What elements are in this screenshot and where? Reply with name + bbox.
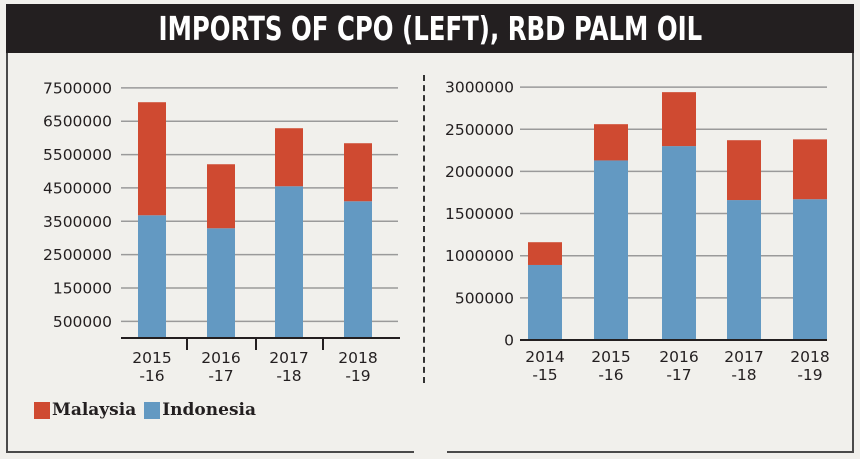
y-tick-label: 7500000 — [43, 79, 112, 97]
bar-indonesia — [138, 215, 166, 338]
x-tick-label: 2017 — [724, 348, 763, 366]
bar-malaysia — [344, 143, 372, 202]
frame-border-bottom-right — [447, 451, 854, 453]
bar-malaysia — [727, 140, 761, 201]
y-tick-label: 2000000 — [445, 163, 514, 181]
y-tick-label: 5500000 — [43, 146, 112, 164]
legend-item-malaysia: Malaysia — [34, 400, 136, 420]
x-tick-label: -16 — [598, 366, 623, 384]
bar-malaysia — [138, 102, 166, 216]
x-tick-label: -19 — [797, 366, 822, 384]
x-tick-label: 2017 — [269, 349, 308, 367]
y-tick-label: 2500000 — [445, 121, 514, 139]
title-bar: IMPORTS OF CPO (LEFT), RBD PALM OIL — [6, 4, 854, 53]
x-tick-label: 2018 — [338, 349, 377, 367]
bar-malaysia — [528, 242, 562, 265]
y-tick-label: 1000000 — [445, 247, 514, 265]
bar-malaysia — [793, 139, 827, 200]
y-tick-label: 3500000 — [43, 213, 112, 231]
x-tick-label: -18 — [731, 366, 756, 384]
y-tick-label: 2500000 — [43, 246, 112, 264]
bar-indonesia — [727, 200, 761, 340]
chart-title: IMPORTS OF CPO (LEFT), RBD PALM OIL — [158, 9, 702, 48]
y-tick-label: 3000000 — [445, 79, 514, 97]
x-tick-label: 2018 — [790, 348, 829, 366]
x-tick-label: -17 — [208, 367, 233, 385]
bar-indonesia — [528, 264, 562, 340]
y-tick-label: 500000 — [53, 313, 112, 331]
legend-swatch-malaysia — [34, 401, 50, 419]
legend-item-indonesia: Indonesia — [144, 400, 256, 420]
bar-indonesia — [662, 146, 696, 340]
panel-divider — [423, 75, 425, 383]
y-tick-label: 0 — [504, 332, 514, 350]
frame-border-left — [6, 53, 8, 453]
x-tick-label: 2015 — [132, 349, 171, 367]
x-tick-label: 2016 — [201, 349, 240, 367]
bar-malaysia — [275, 128, 303, 187]
x-tick-label: -19 — [345, 367, 370, 385]
legend: Malaysia Indonesia — [34, 400, 264, 420]
bar-indonesia — [275, 186, 303, 338]
legend-label-malaysia: Malaysia — [52, 400, 137, 420]
x-tick-label: 2016 — [659, 348, 698, 366]
bar-malaysia — [594, 124, 628, 161]
x-tick-label: -15 — [532, 366, 557, 384]
y-tick-label: 6500000 — [43, 113, 112, 131]
legend-swatch-indonesia — [144, 401, 161, 419]
x-tick-label: -18 — [276, 367, 301, 385]
y-tick-label: 500000 — [455, 289, 514, 307]
x-tick-label: 2014 — [525, 348, 564, 366]
y-tick-label: 150000 — [53, 279, 112, 297]
frame-border-bottom-left — [6, 451, 414, 453]
x-tick-label: 2015 — [591, 348, 630, 366]
y-tick-label: 4500000 — [43, 179, 112, 197]
x-tick-label: -17 — [666, 366, 691, 384]
y-tick-label: 1500000 — [445, 205, 514, 223]
bar-indonesia — [793, 199, 827, 340]
legend-label-indonesia: Indonesia — [162, 400, 256, 420]
bar-malaysia — [207, 164, 235, 229]
bar-indonesia — [594, 160, 628, 340]
bar-indonesia — [344, 201, 372, 338]
bar-indonesia — [207, 228, 235, 338]
x-tick-label: -16 — [139, 367, 164, 385]
bar-malaysia — [662, 92, 696, 147]
frame-border-right — [852, 53, 854, 453]
